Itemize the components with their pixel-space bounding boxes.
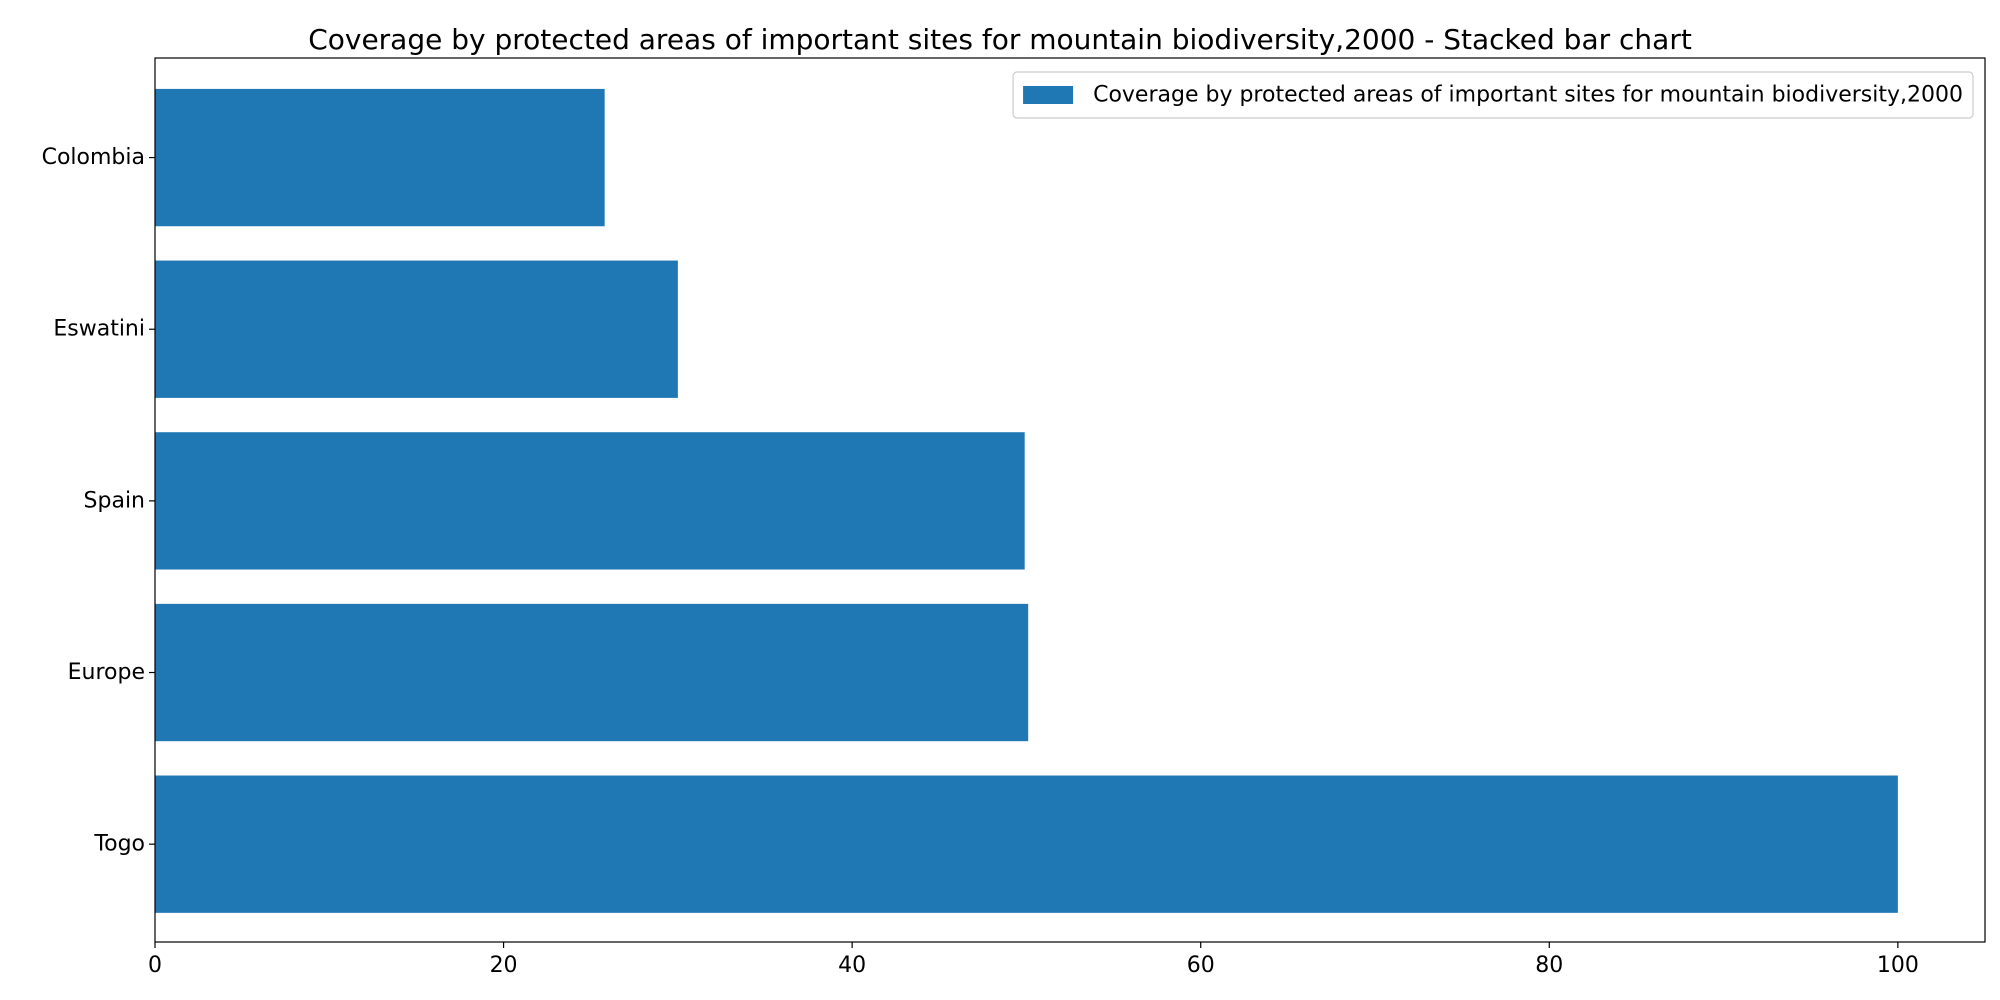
bar-colombia — [155, 88, 605, 227]
y-tick-label: Eswatini — [53, 317, 145, 342]
bar-eswatini — [155, 260, 678, 398]
x-tick-label: 40 — [838, 953, 866, 978]
x-axis: 0 20 40 60 80 100 — [148, 942, 1919, 978]
legend-label: Coverage by protected areas of important… — [1093, 83, 1963, 108]
chart-title: Coverage by protected areas of important… — [308, 23, 1692, 56]
x-tick-label: 20 — [490, 953, 518, 978]
y-axis: Togo Europe Spain Eswatini Colombia — [42, 145, 155, 857]
y-tick-label: Togo — [93, 832, 145, 857]
bar-togo — [155, 775, 1898, 913]
plot-frame — [154, 57, 1986, 943]
y-tick-label: Colombia — [42, 145, 145, 170]
bar-europe — [155, 603, 1029, 742]
x-tick-label: 0 — [148, 953, 162, 978]
legend-box — [1012, 71, 1974, 119]
x-tick-label: 80 — [1535, 953, 1563, 978]
legend-swatch — [1023, 86, 1074, 104]
y-tick-label: Spain — [84, 488, 145, 513]
bar-spain — [155, 432, 1025, 570]
legend: Coverage by protected areas of important… — [1012, 71, 1974, 119]
x-tick-label: 100 — [1877, 953, 1919, 978]
y-tick-label: Europe — [68, 660, 145, 685]
x-tick-label: 60 — [1187, 953, 1215, 978]
bars-layer — [155, 88, 1898, 913]
